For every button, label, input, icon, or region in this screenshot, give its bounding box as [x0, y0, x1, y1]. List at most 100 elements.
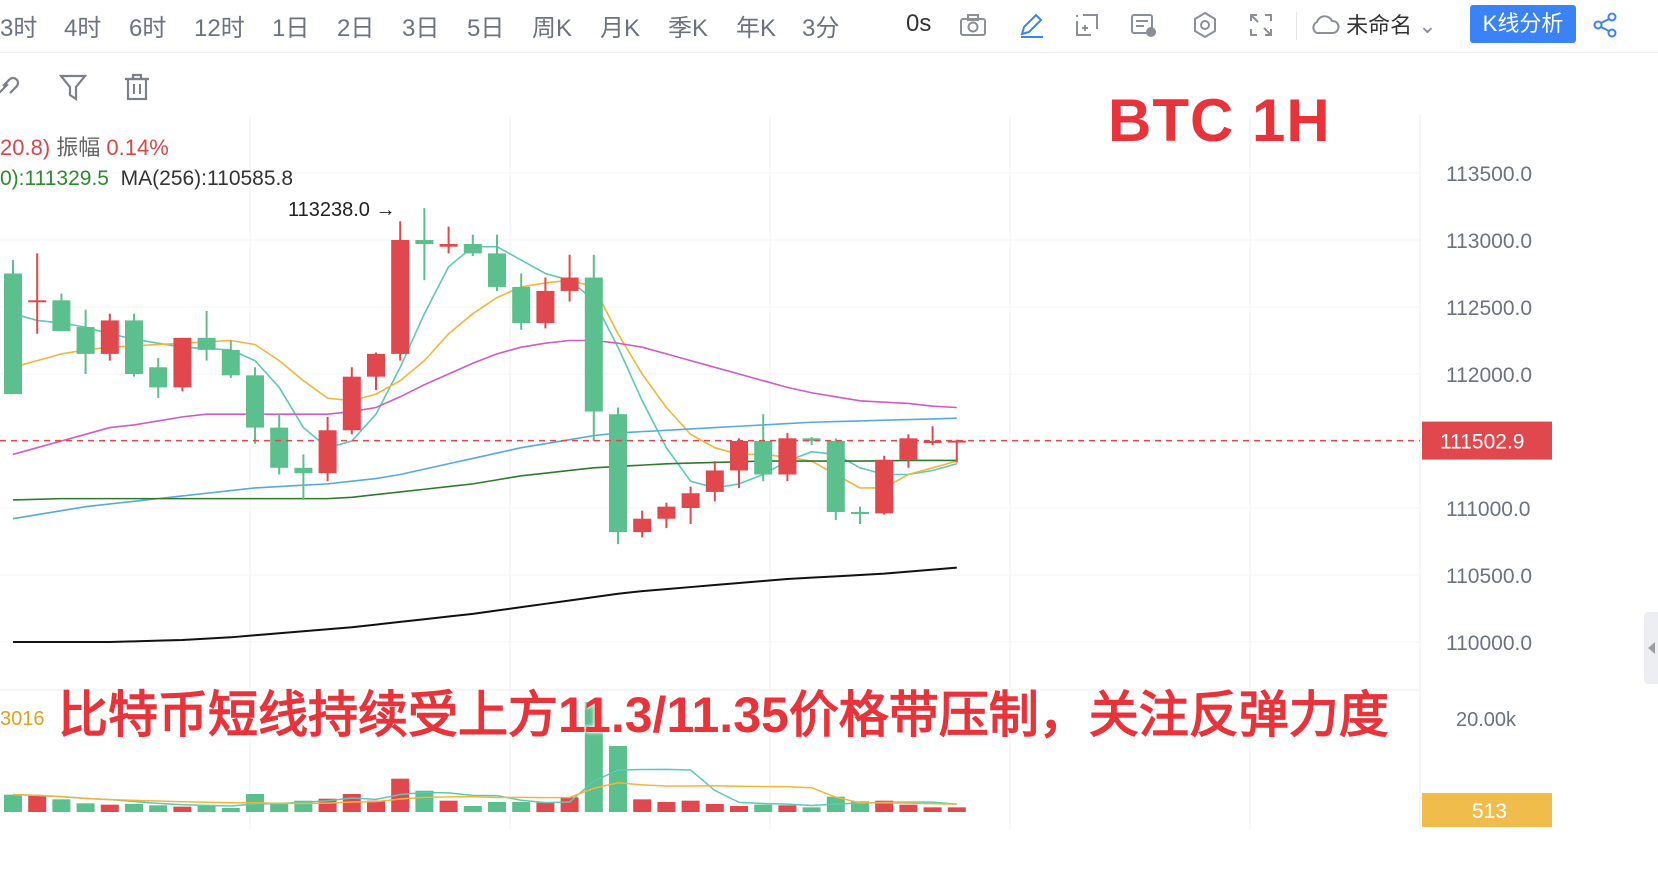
cloud-icon — [1312, 15, 1340, 34]
ma-info-line: 0):111329.5 MA(256):110585.8 — [0, 167, 293, 191]
candle — [633, 510, 652, 538]
link-icon[interactable] — [0, 70, 26, 104]
candle-body — [681, 493, 700, 508]
candle — [367, 352, 385, 391]
volume-bar — [947, 807, 966, 812]
candle — [875, 455, 894, 515]
candle — [899, 434, 918, 468]
timeframe-week[interactable]: 周K — [532, 15, 573, 42]
timeframe-6h[interactable]: 6时 — [129, 15, 167, 42]
camera-icon[interactable] — [958, 10, 988, 40]
timeframe-3h[interactable]: 3时 — [0, 15, 38, 42]
price-tick-label: 110500.0 — [1446, 565, 1532, 588]
candle-body — [4, 273, 22, 395]
candle — [536, 277, 555, 329]
ma-line-1 — [12, 279, 958, 489]
candle-body — [52, 300, 71, 332]
volume-bar — [52, 799, 71, 812]
candle — [778, 432, 797, 482]
candle — [560, 254, 579, 302]
volume-bar — [439, 800, 458, 812]
candle-body — [802, 438, 821, 441]
info-prefix: 20.8) — [0, 135, 51, 160]
candle-body — [705, 470, 724, 492]
timeframe-3m[interactable]: 3分 — [802, 15, 840, 42]
candle — [246, 367, 264, 444]
volume-ma-lines — [12, 768, 957, 807]
volume-bar — [609, 746, 627, 812]
candle-body — [633, 518, 652, 533]
candle — [705, 461, 724, 502]
volume-bar — [681, 800, 700, 812]
last-volume-tag — [1422, 793, 1552, 827]
candle-body — [584, 277, 603, 412]
volume-bar — [730, 806, 748, 812]
trash-icon[interactable] — [120, 70, 154, 104]
price-tick-label: 112500.0 — [1446, 297, 1532, 320]
settings-icon[interactable] — [1190, 10, 1220, 40]
volume-bar — [415, 790, 434, 812]
volume-bar — [76, 803, 95, 812]
volume-bar — [802, 807, 821, 812]
volume-bar — [923, 807, 942, 812]
candle-body — [294, 467, 313, 474]
candle-body — [778, 438, 797, 475]
price-tick-label: 110000.0 — [1446, 632, 1532, 655]
side-panel-toggle[interactable] — [1644, 612, 1658, 684]
timeframe-1d[interactable]: 1日 — [272, 15, 310, 42]
pencil-icon[interactable] — [1016, 10, 1046, 40]
volume-bar — [173, 806, 192, 812]
candle-body — [875, 459, 894, 514]
candle — [149, 357, 168, 399]
candle — [197, 311, 216, 361]
share-icon[interactable] — [1590, 10, 1620, 40]
volume-bar — [512, 802, 531, 812]
workspace-selector[interactable]: 未命名 ⌄ — [1310, 8, 1437, 40]
candle — [415, 208, 434, 281]
candle-body — [851, 512, 869, 515]
timeframe-quarter[interactable]: 季K — [668, 15, 709, 42]
volume-bar — [657, 802, 676, 812]
candle-body — [657, 506, 676, 519]
volume-bar — [875, 800, 894, 812]
analysis-annotation: 比特币短线持续受上方11.3/11.35价格带压制，关注反弹力度 — [58, 687, 1389, 743]
candle-body — [947, 440, 966, 443]
chart-title: BTC 1H — [1108, 87, 1331, 154]
volume-bars — [4, 702, 966, 812]
candle — [609, 407, 627, 545]
ma-fragment-value: 0):111329.5 — [0, 167, 109, 190]
candle-body — [488, 253, 506, 287]
timeframe-2d[interactable]: 2日 — [337, 15, 375, 42]
candle-body — [28, 300, 47, 303]
volume-bar — [463, 806, 482, 812]
volume-bar — [221, 808, 240, 812]
candle — [851, 506, 869, 525]
volume-bar — [197, 806, 216, 812]
candle-body — [76, 327, 95, 354]
filter-icon[interactable] — [56, 70, 90, 104]
candle-body — [609, 414, 627, 533]
candle — [294, 454, 313, 500]
countdown-timer: 0s — [906, 10, 932, 37]
candle-body — [415, 240, 434, 245]
add-frame-icon[interactable] — [1072, 10, 1102, 40]
candle-body — [536, 290, 555, 324]
candle — [125, 313, 143, 377]
timeframe-5d[interactable]: 5日 — [467, 15, 505, 42]
timeframe-year[interactable]: 年K — [736, 15, 777, 42]
timeframe-month[interactable]: 月K — [600, 15, 641, 42]
toolbar-divider — [1296, 12, 1297, 40]
volume-bar — [633, 799, 652, 812]
volume-ma-10 — [12, 782, 957, 805]
timeframe-4h[interactable]: 4时 — [64, 15, 102, 42]
kline-analysis-button[interactable]: K线分析 — [1470, 5, 1576, 43]
candle — [318, 416, 337, 482]
danmaku-icon[interactable] — [1128, 10, 1158, 40]
fullscreen-icon[interactable] — [1246, 10, 1276, 40]
candle-body — [342, 376, 361, 431]
top-toolbar: 3时 4时 6时 12时 1日 2日 3日 5日 周K 月K 季K 年K 3分 … — [0, 0, 1658, 53]
timeframe-3d[interactable]: 3日 — [402, 15, 440, 42]
timeframe-12h[interactable]: 12时 — [194, 15, 245, 42]
candle — [391, 221, 410, 361]
